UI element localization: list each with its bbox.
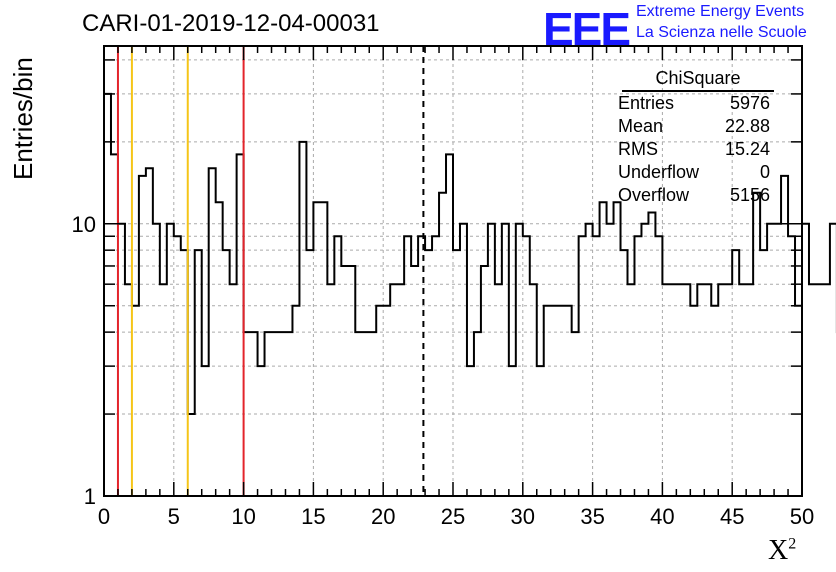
x-tick-label: 35 bbox=[580, 504, 604, 529]
x-tick-label: 5 bbox=[168, 504, 180, 529]
x-tick-label: 0 bbox=[98, 504, 110, 529]
x-tick-label: 45 bbox=[720, 504, 744, 529]
stats-label: RMS bbox=[618, 139, 658, 159]
x-tick-label: 25 bbox=[441, 504, 465, 529]
stats-row-entries: Entries 5976 bbox=[610, 92, 778, 115]
x-axis-label-exponent: 2 bbox=[788, 535, 797, 553]
stats-value: 5156 bbox=[729, 185, 770, 205]
logo-text-line2: La Scienza nelle Scuole bbox=[636, 24, 807, 41]
stats-row-mean: Mean 22.88 bbox=[610, 115, 778, 138]
x-tick-label: 20 bbox=[371, 504, 395, 529]
eee-logo: EEE bbox=[543, 3, 631, 55]
y-axis-label: Entries/bin bbox=[8, 57, 38, 180]
stats-label: Underflow bbox=[618, 162, 700, 182]
x-tick-label: 30 bbox=[511, 504, 535, 529]
x-tick-label: 40 bbox=[650, 504, 674, 529]
stats-row-overflow: Overflow 5156 bbox=[610, 184, 778, 207]
y-tick-label: 10 bbox=[72, 212, 96, 237]
stats-row-rms: RMS 15.24 bbox=[610, 138, 778, 161]
stats-label: Mean bbox=[618, 116, 664, 136]
y-tick-label: 1 bbox=[84, 484, 96, 509]
x-tick-label: 15 bbox=[301, 504, 325, 529]
stats-label: Entries bbox=[618, 93, 675, 113]
stats-box: ChiSquare Entries 5976 Mean 22.88 RMS 15… bbox=[610, 68, 778, 207]
stats-value: 0 bbox=[759, 162, 770, 182]
x-tick-label: 50 bbox=[790, 504, 814, 529]
logo-text-line1: Extreme Energy Events bbox=[636, 3, 805, 20]
histogram-series bbox=[104, 92, 836, 416]
stats-value: 22.88 bbox=[724, 116, 770, 136]
stats-value: 5976 bbox=[729, 93, 770, 113]
chart-title: CARI-01-2019-12-04-00031 bbox=[82, 10, 380, 37]
x-axis-label-base: X bbox=[768, 535, 789, 566]
stats-label: Overflow bbox=[618, 185, 690, 205]
stats-row-underflow: Underflow 0 bbox=[610, 161, 778, 184]
stats-title: ChiSquare bbox=[622, 68, 774, 92]
stats-value: 15.24 bbox=[724, 139, 770, 159]
x-tick-label: 10 bbox=[231, 504, 255, 529]
x-axis-label: X2 bbox=[768, 535, 796, 567]
